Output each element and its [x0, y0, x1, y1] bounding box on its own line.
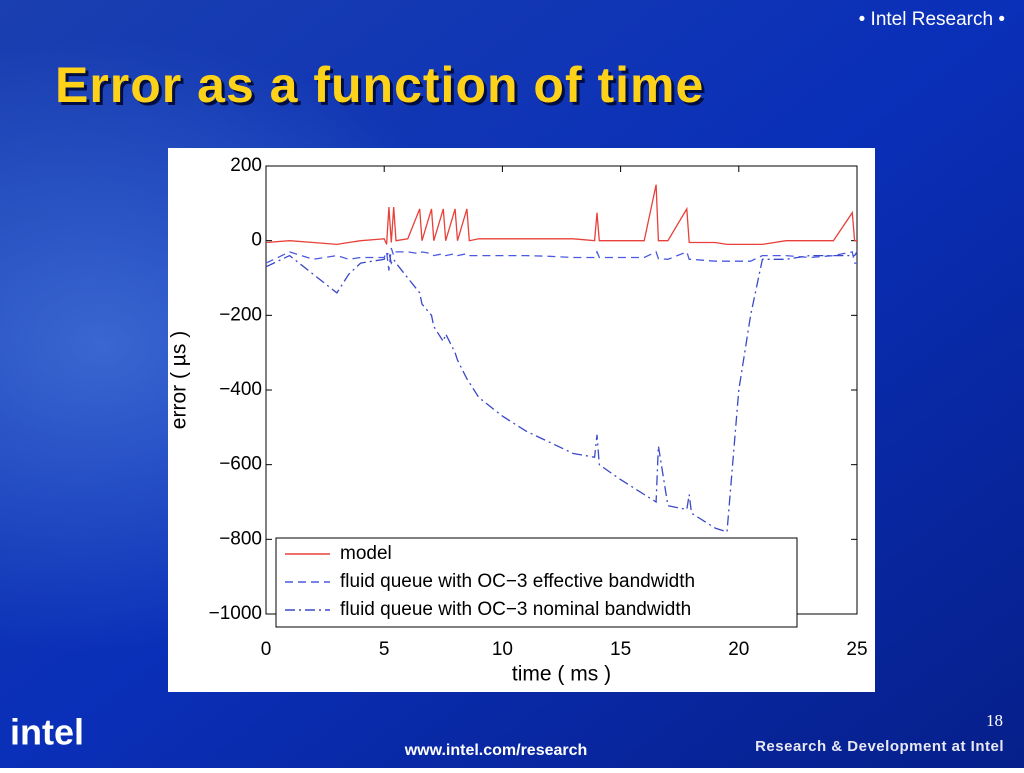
- x-tick-label: 20: [728, 639, 749, 660]
- legend-label: fluid queue with OC−3 nominal bandwidth: [340, 599, 691, 620]
- series-line: [265, 184, 857, 246]
- header-tag: • Intel Research •: [859, 9, 1005, 30]
- y-tick-label: −1000: [209, 603, 262, 624]
- y-tick-label: −400: [219, 379, 262, 400]
- y-tick-label: −800: [219, 528, 262, 549]
- x-tick-label: 10: [492, 639, 513, 660]
- x-tick-label: 0: [261, 639, 272, 660]
- x-tick-label: 5: [379, 639, 390, 660]
- legend-label: model: [340, 543, 392, 564]
- footer-url: www.intel.com/research: [404, 742, 588, 759]
- legend-box: [275, 537, 798, 628]
- legend-label: fluid queue with OC−3 effective bandwidt…: [340, 571, 695, 592]
- x-axis-label: time ( ms ): [512, 663, 611, 686]
- title: Error as a function of time: [55, 57, 704, 113]
- y-axis-label: error ( µs ): [168, 331, 191, 429]
- series-line: [265, 247, 857, 271]
- y-tick-label: −200: [219, 304, 262, 325]
- x-tick-label: 15: [610, 639, 631, 660]
- page-number: 18: [986, 711, 1003, 730]
- y-tick-label: −600: [219, 454, 262, 475]
- x-tick-label: 25: [846, 639, 867, 660]
- logo: intel: [10, 712, 84, 753]
- y-tick-label: 200: [230, 155, 262, 176]
- y-tick-label: 0: [251, 230, 262, 251]
- title-shadow: Error as a function of time: [58, 60, 707, 116]
- footer-tagline: Research & Development at Intel: [755, 738, 1004, 755]
- series-line: [265, 250, 858, 533]
